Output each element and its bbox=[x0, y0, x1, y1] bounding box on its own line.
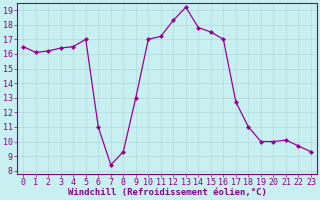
X-axis label: Windchill (Refroidissement éolien,°C): Windchill (Refroidissement éolien,°C) bbox=[68, 188, 267, 197]
